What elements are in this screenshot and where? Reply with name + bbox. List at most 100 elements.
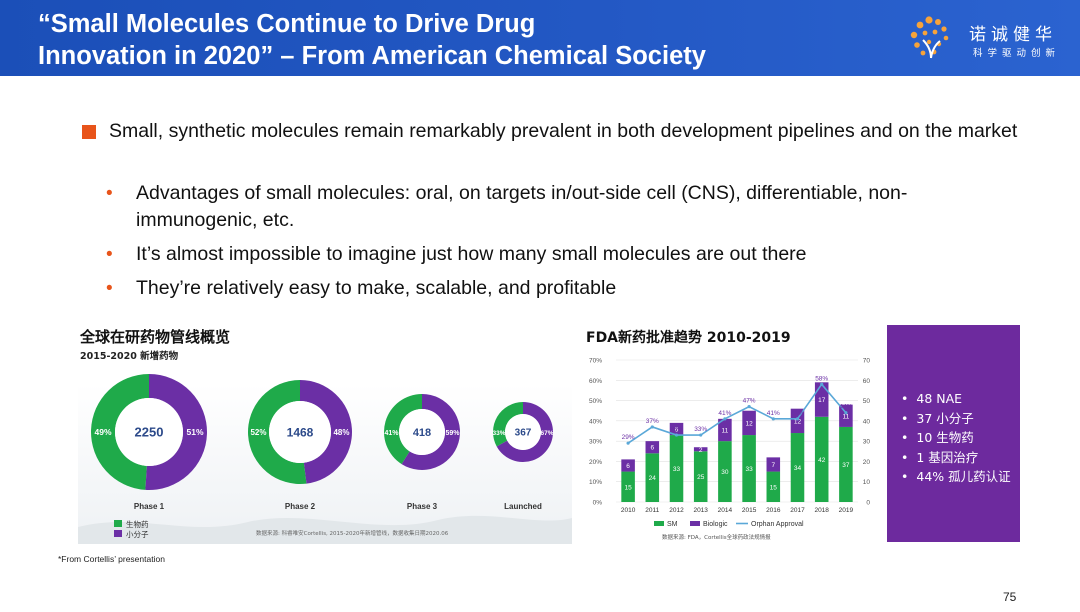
- bar-biologic: [814, 382, 829, 417]
- sub-bullet-2: • It’s almost impossible to imagine just…: [106, 241, 1006, 268]
- pipeline-donut-chart: 全球在研药物管线概览 2015-2020 新增药物 2250 49% 51% Phas…: [78, 328, 572, 544]
- right-axis-tick-label: 60: [863, 378, 871, 385]
- sub-bullet-3: • They’re relatively easy to make, scala…: [106, 275, 1006, 302]
- left-axis-tick-label: 20%: [589, 459, 602, 466]
- orphan-approval-label: 33%: [670, 426, 683, 433]
- orphan-approval-label: 41%: [767, 410, 780, 417]
- orphan-approval-label: 58%: [815, 375, 828, 382]
- donut-slice-sm: [145, 374, 208, 490]
- donut-hole: [505, 414, 541, 450]
- bar-biologic: [766, 457, 781, 472]
- donut-bio-pct-label: 52%: [250, 428, 266, 437]
- left-axis-tick-label: 40%: [589, 418, 602, 425]
- bar-biologic-value-label: 7: [771, 462, 775, 469]
- donut-total-label: 418: [413, 427, 431, 439]
- bar-sm-value-label: 37: [842, 462, 850, 469]
- summary-item: 44% 孤儿药认证: [901, 467, 1010, 487]
- sub-bullet-text: It’s almost impossible to imagine just h…: [136, 243, 807, 265]
- pipeline-chart-subtitle: 2015-2020 新增药物: [80, 350, 179, 362]
- logo-chinese-name: 诺诚健华: [969, 25, 1057, 45]
- title-bar: “Small Molecules Continue to Drive Drug …: [0, 0, 1080, 76]
- bar-sm-value-label: 25: [697, 474, 705, 481]
- donut-hole: [399, 409, 445, 455]
- legend-swatch: [654, 521, 664, 526]
- bar-sm-value-label: 33: [673, 466, 681, 473]
- donut-sm-pct-label: 67%: [540, 430, 553, 437]
- bar-sm-value-label: 15: [624, 484, 632, 491]
- orphan-approval-point: [747, 405, 751, 409]
- donut-bio-pct-label: 49%: [94, 427, 111, 437]
- bar-sm: [742, 435, 756, 502]
- legend-label: Biologic: [703, 521, 728, 528]
- bar-sm: [645, 453, 660, 502]
- summary-item: 48 NAE: [901, 389, 1011, 409]
- left-axis-tick-label: 70%: [589, 358, 602, 365]
- bar-sm: [693, 451, 708, 502]
- donut-sm-pct-label: 48%: [333, 428, 349, 437]
- x-axis-tick-label: 2016: [766, 507, 781, 514]
- bar-biologic-value-label: 11: [843, 413, 850, 420]
- main-bullet-text: Small, synthetic molecules remain remark…: [109, 120, 1018, 142]
- donut-hole: [269, 401, 331, 463]
- bar-biologic: [669, 422, 684, 436]
- legend-swatch-sm: [114, 530, 122, 537]
- orphan-approval-label: 47%: [743, 398, 756, 405]
- logo-mark-icon: [910, 16, 949, 59]
- bar-sm-value-label: 33: [745, 466, 753, 473]
- bar-biologic-value-label: 6: [650, 445, 654, 452]
- bar-sm: [814, 416, 829, 502]
- bar-sm: [621, 471, 635, 502]
- orphan-approval-point: [844, 411, 848, 415]
- slide-title: “Small Molecules Continue to Drive Drug …: [38, 8, 706, 72]
- right-axis-tick-label: 40: [863, 418, 871, 425]
- x-axis-tick-label: 2014: [718, 507, 733, 514]
- orphan-approval-point: [795, 417, 800, 421]
- orphan-approval-point: [650, 425, 654, 429]
- orphan-approval-point: [820, 382, 824, 386]
- company-logo: 诺诚健华 科学驱动创新: [905, 14, 1075, 64]
- x-axis-tick-label: 2013: [693, 507, 708, 514]
- donut-slice-sm: [300, 380, 353, 484]
- donut-total-label: 2250: [135, 425, 164, 440]
- summary-item: 37 小分子: [901, 409, 1011, 429]
- bar-sm: [718, 441, 732, 502]
- donut-phase-label: Phase 1: [134, 502, 165, 511]
- bar-sm: [790, 433, 805, 502]
- x-axis-tick-label: 2015: [742, 507, 757, 514]
- donut-phase-label: Phase 3: [407, 502, 438, 511]
- right-axis-tick-label: 50: [863, 398, 871, 405]
- bar-biologic: [839, 404, 853, 427]
- bar-sm: [669, 435, 684, 502]
- donut-slice-bio: [384, 394, 422, 465]
- left-axis-tick-label: 30%: [589, 439, 602, 446]
- bar-biologic: [742, 410, 756, 436]
- main-bullet: Small, synthetic molecules remain remark…: [82, 118, 1042, 145]
- bar-sm-value-label: 34: [794, 465, 802, 472]
- donut-slice-bio: [492, 402, 523, 447]
- logo-slogan: 科学驱动创新: [973, 48, 1061, 59]
- donut-slice-bio: [248, 380, 307, 484]
- donut-bio-pct-label: 41%: [384, 430, 399, 437]
- donut-sm-pct-label: 51%: [186, 427, 203, 437]
- x-axis-tick-label: 2018: [814, 507, 829, 514]
- donut-hole: [115, 398, 183, 466]
- donut-total-label: 1468: [287, 425, 314, 439]
- bar-sm-value-label: 30: [721, 469, 729, 476]
- pipeline-chart-title: 全球在研药物管线概览: [79, 328, 230, 346]
- legend-label-bio: 生物药: [126, 519, 149, 529]
- dot-bullet-icon: •: [106, 183, 113, 204]
- bar-biologic: [621, 459, 635, 472]
- left-axis-tick-label: 50%: [589, 398, 602, 405]
- bar-biologic: [693, 447, 708, 452]
- donut-phase-label: Phase 2: [285, 502, 316, 511]
- left-axis-tick-label: 0%: [593, 500, 603, 507]
- slide-title-line1: “Small Molecules Continue to Drive Drug: [38, 10, 536, 38]
- orphan-approval-label: 41%: [718, 410, 731, 417]
- bar-biologic-value-label: 6: [626, 463, 630, 470]
- bar-sm: [839, 426, 853, 502]
- fda-plot-area: 0% 0 10% 10 20% 20 30% 30 40% 40 50% 50 60% 60 70% 70 15…: [589, 358, 870, 529]
- orphan-approval-label: 44%: [839, 404, 852, 411]
- sub-bullet-1: • Advantages of small molecules: oral, o…: [106, 180, 1006, 234]
- bar-sm-value-label: 15: [770, 484, 778, 491]
- bar-sm-value-label: 24: [649, 475, 657, 482]
